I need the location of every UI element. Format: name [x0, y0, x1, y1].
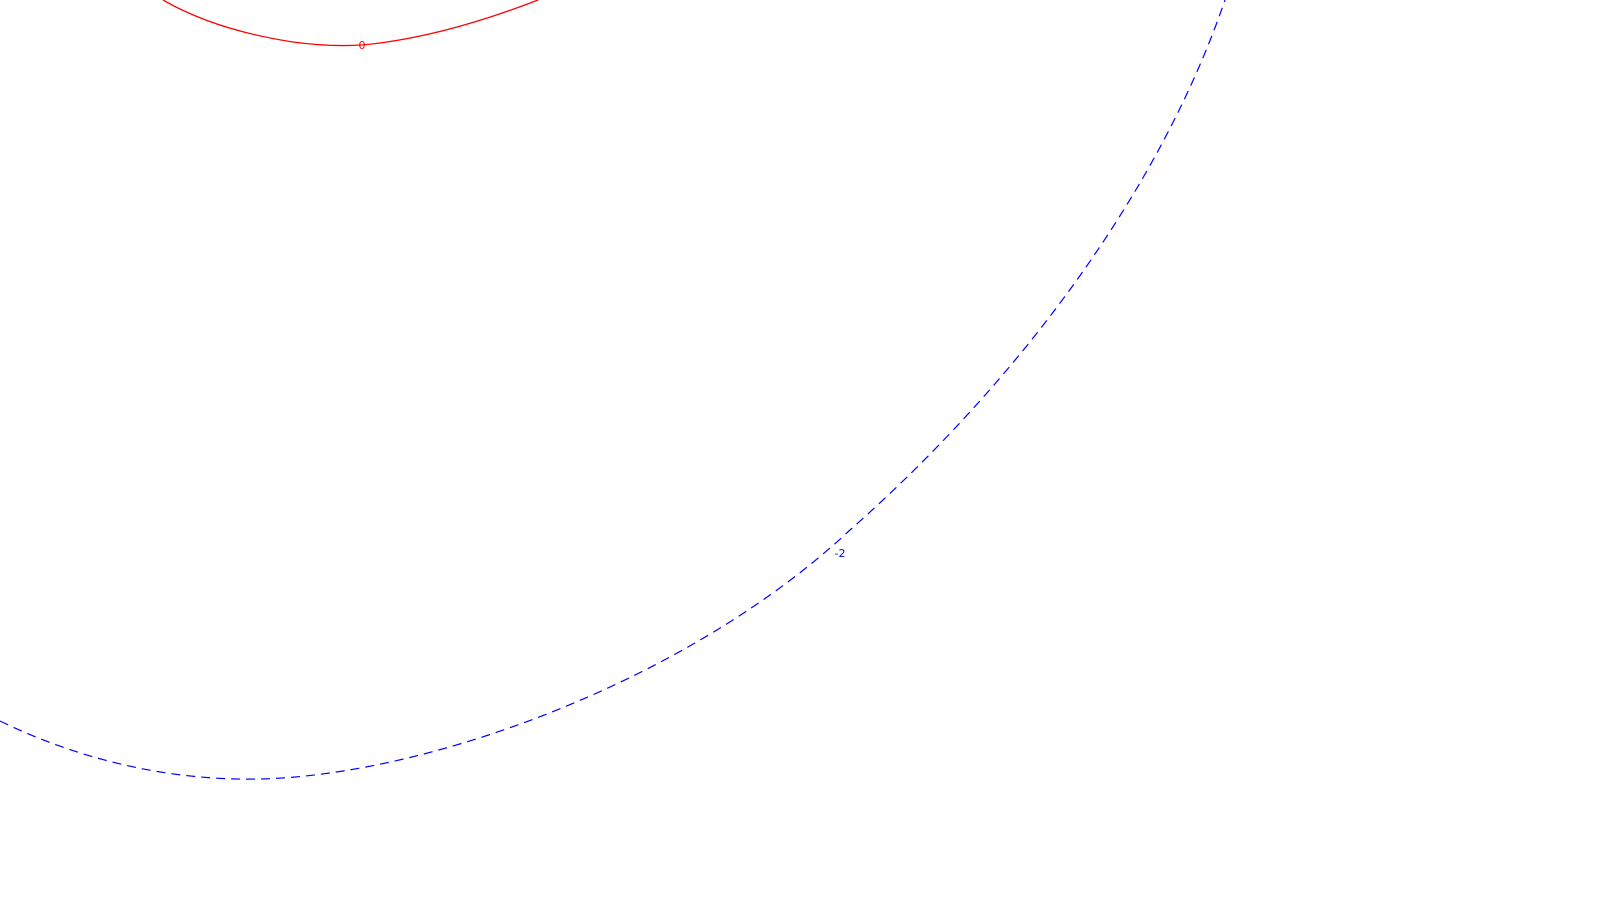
contour-line-minus-two	[0, 0, 1226, 780]
contour-label-minus-two: -2	[835, 547, 846, 560]
contour-minus-two-group: -2	[0, 0, 1226, 780]
contour-label-zero: 0	[359, 39, 366, 52]
contour-zero-group: 0	[162, 0, 539, 52]
contour-line-zero	[162, 0, 539, 47]
